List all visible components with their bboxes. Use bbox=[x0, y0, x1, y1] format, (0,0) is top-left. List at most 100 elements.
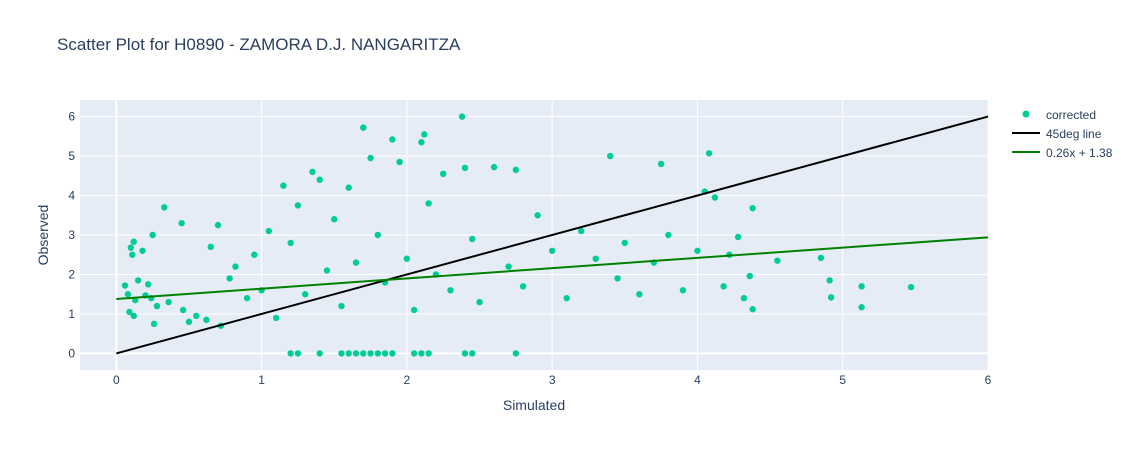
data-point bbox=[145, 281, 152, 288]
x-tick-label: 5 bbox=[839, 373, 846, 387]
data-point bbox=[774, 257, 781, 264]
data-point bbox=[440, 170, 447, 178]
data-point bbox=[469, 235, 476, 243]
y-axis-label: Observed bbox=[35, 205, 51, 266]
x-tick-label: 3 bbox=[549, 373, 556, 387]
data-point bbox=[665, 231, 672, 239]
data-point bbox=[251, 251, 258, 258]
data-point bbox=[578, 227, 585, 235]
data-point bbox=[360, 350, 367, 357]
data-point bbox=[476, 298, 483, 306]
axis-ticks: 0 1 2 3 4 5 6 0 1 2 3 4 5 6 bbox=[68, 110, 991, 387]
data-point bbox=[512, 350, 520, 357]
data-point bbox=[694, 247, 701, 254]
data-point bbox=[331, 216, 338, 223]
data-point bbox=[563, 294, 570, 302]
data-point bbox=[185, 318, 193, 326]
data-point bbox=[207, 243, 214, 251]
legend-item-45deg[interactable]: 45deg line bbox=[1012, 127, 1102, 141]
y-tick-label: 4 bbox=[68, 189, 75, 203]
legend-label-45deg: 45deg line bbox=[1046, 127, 1102, 141]
data-point bbox=[817, 254, 825, 262]
data-point bbox=[165, 298, 172, 306]
x-tick-label: 2 bbox=[404, 373, 411, 387]
legend-item-fit[interactable]: 0.26x + 1.38 bbox=[1012, 146, 1113, 160]
y-tick-label: 2 bbox=[68, 267, 75, 281]
data-point bbox=[153, 302, 161, 310]
data-point bbox=[461, 164, 469, 172]
data-point bbox=[418, 139, 425, 146]
trend-lines bbox=[116, 115, 989, 355]
grid bbox=[80, 100, 989, 370]
data-point bbox=[214, 221, 222, 229]
data-point bbox=[410, 306, 418, 314]
legend-label-corrected: corrected bbox=[1046, 108, 1096, 122]
data-point bbox=[352, 350, 360, 357]
data-point bbox=[134, 277, 142, 284]
y-tick-label: 1 bbox=[68, 307, 75, 321]
legend-label-fit: 0.26x + 1.38 bbox=[1046, 146, 1113, 160]
data-point bbox=[367, 350, 374, 357]
data-point bbox=[316, 350, 323, 357]
data-point bbox=[705, 150, 713, 157]
data-point bbox=[636, 291, 643, 298]
data-point bbox=[425, 200, 432, 207]
data-point bbox=[139, 247, 146, 254]
y-tick-label: 0 bbox=[68, 346, 75, 360]
data-point bbox=[512, 166, 520, 174]
data-point bbox=[121, 282, 129, 289]
data-point bbox=[740, 294, 748, 302]
data-point bbox=[338, 350, 345, 357]
data-point bbox=[129, 251, 136, 258]
data-point bbox=[287, 239, 294, 247]
fit-line bbox=[116, 236, 989, 300]
y-tick-label: 3 bbox=[68, 228, 75, 242]
data-point bbox=[826, 277, 833, 284]
data-point bbox=[287, 350, 294, 357]
data-point bbox=[294, 350, 302, 357]
data-point bbox=[410, 350, 418, 357]
data-point bbox=[389, 136, 396, 143]
data-point bbox=[367, 154, 374, 162]
y-tick-label: 6 bbox=[68, 110, 75, 124]
data-point bbox=[746, 272, 753, 280]
data-point bbox=[265, 227, 273, 235]
data-point bbox=[858, 304, 865, 311]
data-point bbox=[280, 182, 287, 189]
data-point bbox=[657, 160, 665, 168]
data-point bbox=[907, 283, 915, 291]
legend: corrected 45deg line 0.26x + 1.38 bbox=[1012, 108, 1113, 160]
x-tick-label: 4 bbox=[694, 373, 701, 387]
data-point bbox=[614, 275, 621, 282]
data-point bbox=[232, 263, 239, 270]
legend-item-corrected[interactable]: corrected bbox=[1022, 108, 1097, 122]
data-point bbox=[161, 204, 168, 211]
data-point bbox=[711, 194, 719, 201]
data-point bbox=[193, 312, 200, 320]
data-point bbox=[447, 287, 454, 294]
data-point bbox=[149, 231, 156, 239]
identity-line bbox=[116, 115, 989, 355]
data-point bbox=[124, 291, 132, 298]
data-point bbox=[294, 202, 302, 209]
data-point bbox=[458, 113, 466, 120]
data-point bbox=[505, 263, 512, 270]
x-axis-label: Simulated bbox=[503, 397, 565, 413]
corrected-points bbox=[121, 113, 915, 357]
data-point bbox=[345, 350, 352, 357]
data-point bbox=[130, 238, 137, 245]
data-point bbox=[178, 219, 185, 227]
data-point bbox=[858, 283, 865, 290]
data-point bbox=[461, 350, 469, 357]
data-point bbox=[374, 350, 382, 357]
data-point bbox=[345, 184, 352, 191]
y-tick-label: 5 bbox=[68, 149, 75, 163]
data-point bbox=[403, 255, 411, 262]
data-point bbox=[421, 131, 428, 138]
x-tick-label: 0 bbox=[113, 373, 120, 387]
data-point bbox=[243, 294, 251, 302]
legend-marker-corrected bbox=[1022, 110, 1030, 118]
data-point bbox=[592, 255, 599, 262]
data-point bbox=[720, 283, 727, 290]
